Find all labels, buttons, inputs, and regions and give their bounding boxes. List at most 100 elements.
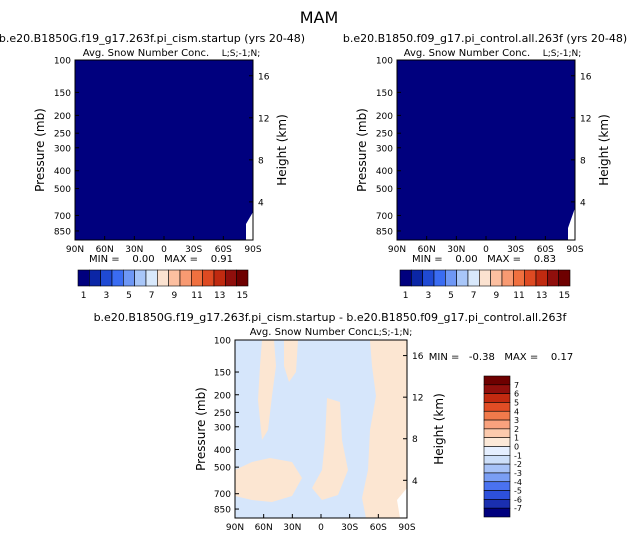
colorbar-label: 2 xyxy=(514,425,519,434)
colorbar-box xyxy=(483,481,511,491)
x-tick-label: 90N xyxy=(226,523,244,533)
colorbar-box xyxy=(483,393,511,403)
panel-3-subtitle: Avg. Snow Number Conc. xyxy=(250,327,377,338)
panel-1-ylabel: Pressure (mb) xyxy=(33,108,47,192)
y-tick-label: 500 xyxy=(376,185,393,195)
x-tick-label: 90S xyxy=(566,245,583,255)
panel-2-axes: 100 150 200 250 300 400 500 700 850 4 8 12 16 90N 60N 3… xyxy=(376,57,592,256)
x-tick-label: 90S xyxy=(398,523,415,533)
colorbar-label: -3 xyxy=(514,469,522,478)
x-tick-label: 60N xyxy=(96,245,114,255)
panel-2-title: b.e20.B1850.f09_g17.pi_control.all.263f … xyxy=(343,32,627,45)
panel-3-positive-region-lower-north xyxy=(235,458,302,502)
y-tick-label: 250 xyxy=(376,130,393,140)
colorbar-label: 9 xyxy=(493,291,499,301)
panel-2-y2label: Height (km) xyxy=(597,114,611,185)
colorbar-label: -5 xyxy=(514,487,522,496)
colorbar-label: 5 xyxy=(448,291,454,301)
colorbar-label: -7 xyxy=(514,504,522,513)
x-tick-label: 30S xyxy=(185,245,202,255)
y2-tick-label: 16 xyxy=(580,72,592,82)
panel-3-axes: 100 150 200 250 300 400 500 700 850 4 8 12 16 90N 60N 3… xyxy=(214,337,424,534)
y-tick-label: 250 xyxy=(54,130,71,140)
colorbar-box xyxy=(179,269,192,287)
panel-2-stats: MIN = 0.00 MAX = 0.83 xyxy=(412,254,556,265)
colorbar-label: 15 xyxy=(237,291,248,301)
panel-3-code: L;S;-1;N; xyxy=(374,328,413,338)
y2-tick-label: 4 xyxy=(258,198,264,208)
y-tick-label: 500 xyxy=(214,464,231,474)
y2-tick-label: 8 xyxy=(258,156,264,166)
x-tick-label: 0 xyxy=(318,523,324,533)
panel-2: b.e20.B1850.f09_g17.pi_control.all.263f … xyxy=(343,32,627,301)
y-tick-label: 500 xyxy=(54,185,71,195)
panel-3: b.e20.B1850G.f19_g17.263f.pi_cism.startu… xyxy=(94,311,574,533)
colorbar-box xyxy=(100,269,113,287)
colorbar-box xyxy=(479,269,491,287)
y2-tick-label: 4 xyxy=(412,477,418,487)
panel-1-plot-area xyxy=(75,60,253,240)
colorbar-box xyxy=(483,384,511,394)
panel-1-code: L;S;-1;N; xyxy=(222,49,261,59)
x-tick-label: 60S xyxy=(215,245,232,255)
panel-2-high-value-region xyxy=(568,208,575,240)
colorbar-box xyxy=(191,269,203,287)
x-tick-label: 30S xyxy=(341,523,358,533)
x-tick-label: 30N xyxy=(283,523,301,533)
y-tick-label: 150 xyxy=(214,369,231,379)
colorbar-box xyxy=(467,269,480,287)
y-tick-label: 700 xyxy=(376,212,393,222)
y2-tick-label: 16 xyxy=(258,72,270,82)
y-tick-label: 150 xyxy=(376,89,393,99)
y-tick-label: 400 xyxy=(376,167,393,177)
panel-2-code: L;S;-1;N; xyxy=(543,49,582,59)
panel-3-positive-region-equator xyxy=(312,398,348,500)
panel-1-title: b.e20.B1850G.f19_g17.263f.pi_cism.startu… xyxy=(0,32,305,45)
colorbar-box xyxy=(134,269,147,287)
colorbar-label: 13 xyxy=(536,291,547,301)
colorbar-box xyxy=(501,269,514,287)
x-tick-label: 0 xyxy=(161,245,167,255)
colorbar-box xyxy=(483,428,511,438)
colorbar-box xyxy=(202,269,215,287)
colorbar-box xyxy=(483,375,511,386)
colorbar-label: 7 xyxy=(149,291,155,301)
panel-3-near-zero-region xyxy=(397,488,407,518)
x-tick-label: 60S xyxy=(370,523,387,533)
colorbar-box xyxy=(236,269,249,287)
y-tick-label: 100 xyxy=(214,337,231,347)
colorbar-label: 5 xyxy=(514,398,519,407)
y2-tick-label: 12 xyxy=(258,114,269,124)
colorbar-label: -4 xyxy=(514,478,522,487)
x-tick-label: 30S xyxy=(507,245,524,255)
x-tick-label: 60N xyxy=(418,245,436,255)
colorbar-label: 11 xyxy=(191,291,202,301)
panel-2-plot-area xyxy=(397,60,575,240)
y-tick-label: 300 xyxy=(376,144,393,154)
y-tick-label: 300 xyxy=(214,423,231,433)
y2-tick-label: 12 xyxy=(412,394,423,404)
panel-1-subtitle: Avg. Snow Number Conc. xyxy=(83,48,210,59)
y-tick-label: 850 xyxy=(214,506,231,516)
colorbar-box xyxy=(483,490,511,500)
colorbar-box xyxy=(157,269,169,287)
colorbar-box xyxy=(399,269,412,287)
panel-1-y2label: Height (km) xyxy=(275,114,289,185)
colorbar-box xyxy=(456,269,469,287)
colorbar-label: 0 xyxy=(514,443,519,452)
colorbar-box xyxy=(77,269,90,287)
colorbar-box xyxy=(558,269,571,287)
y2-tick-label: 8 xyxy=(412,435,418,445)
x-tick-label: 60N xyxy=(255,523,273,533)
colorbar-box xyxy=(524,269,537,287)
colorbar-label: -2 xyxy=(514,460,522,469)
x-tick-label: 0 xyxy=(483,245,489,255)
colorbar-label: 7 xyxy=(471,291,477,301)
y2-tick-label: 4 xyxy=(580,198,586,208)
colorbar-box xyxy=(111,269,124,287)
x-tick-label: 90N xyxy=(66,245,84,255)
y-tick-label: 700 xyxy=(214,490,231,500)
y-tick-label: 400 xyxy=(214,446,231,456)
colorbar-box xyxy=(483,446,511,456)
